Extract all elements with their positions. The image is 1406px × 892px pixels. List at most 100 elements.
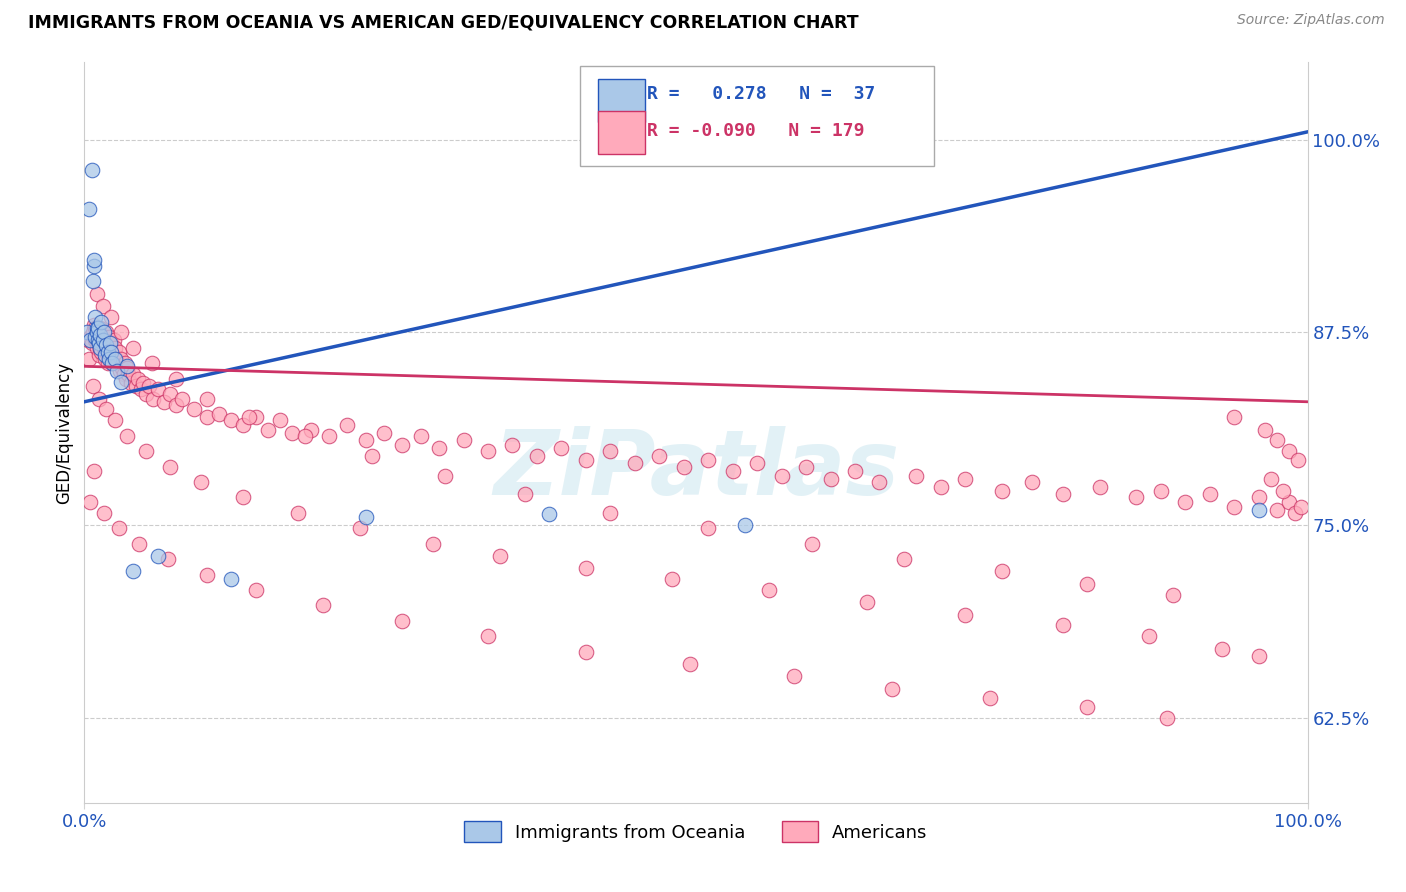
Point — [128, 537, 150, 551]
Point — [100, 336, 122, 351]
Point — [96, 326, 118, 340]
Point — [453, 434, 475, 448]
Point — [679, 657, 702, 671]
Point — [100, 310, 122, 324]
Point — [110, 351, 132, 366]
Point — [101, 356, 124, 370]
Point — [98, 351, 121, 366]
Point — [422, 537, 444, 551]
Point — [86, 286, 108, 301]
Point — [104, 413, 127, 427]
Point — [1247, 491, 1270, 505]
Point — [1291, 500, 1313, 514]
Point — [83, 464, 105, 478]
Point — [110, 326, 132, 340]
Point — [318, 428, 340, 442]
Point — [1076, 700, 1098, 714]
Point — [127, 371, 149, 385]
Point — [125, 379, 148, 393]
Point — [90, 333, 112, 347]
Point — [820, 472, 842, 486]
Point — [1125, 491, 1147, 505]
Point — [132, 376, 155, 391]
Point — [83, 252, 105, 267]
Point — [208, 407, 231, 421]
Text: IMMIGRANTS FROM OCEANIA VS AMERICAN GED/EQUIVALENCY CORRELATION CHART: IMMIGRANTS FROM OCEANIA VS AMERICAN GED/… — [28, 13, 859, 31]
Point — [1278, 495, 1301, 509]
Point — [82, 326, 104, 340]
Point — [114, 356, 136, 370]
Point — [349, 521, 371, 535]
Point — [801, 537, 824, 551]
Point — [90, 314, 112, 328]
Point — [1286, 453, 1309, 467]
Point — [624, 457, 647, 471]
Point — [1021, 475, 1043, 489]
FancyBboxPatch shape — [598, 78, 644, 121]
Point — [138, 379, 160, 393]
Point — [94, 333, 117, 347]
Point — [373, 425, 395, 440]
Point — [97, 330, 120, 344]
Point — [232, 491, 254, 505]
Point — [526, 449, 548, 463]
Point — [183, 402, 205, 417]
Point — [94, 349, 117, 363]
Point — [104, 351, 127, 366]
Point — [1161, 588, 1184, 602]
Point — [82, 275, 104, 289]
Point — [1174, 495, 1197, 509]
Point — [1265, 502, 1288, 516]
Point — [159, 387, 181, 401]
Point — [122, 341, 145, 355]
Point — [93, 506, 115, 520]
Point — [91, 326, 114, 340]
Point — [758, 582, 780, 597]
Point — [153, 394, 176, 409]
Point — [104, 341, 127, 355]
Point — [105, 364, 128, 378]
Point — [238, 410, 260, 425]
Point — [89, 320, 111, 334]
Point — [299, 423, 322, 437]
Point — [245, 410, 267, 425]
Point — [232, 417, 254, 432]
Point — [165, 371, 187, 385]
Point — [86, 330, 108, 344]
Point — [89, 328, 111, 343]
Point — [219, 413, 242, 427]
Point — [869, 475, 891, 489]
Point — [734, 518, 756, 533]
Point — [1076, 576, 1098, 591]
Point — [538, 508, 561, 522]
Point — [550, 441, 572, 455]
Point — [1272, 484, 1295, 499]
Point — [312, 599, 335, 613]
Point — [97, 345, 120, 359]
Point — [77, 202, 100, 216]
Point — [1254, 423, 1277, 437]
Point — [87, 336, 110, 351]
Point — [575, 453, 598, 467]
Point — [79, 495, 101, 509]
Point — [1247, 502, 1270, 516]
Point — [80, 163, 103, 178]
Point — [97, 345, 120, 359]
Point — [97, 351, 120, 366]
Point — [172, 392, 194, 406]
Point — [391, 614, 413, 628]
Point — [79, 333, 101, 347]
Point — [135, 444, 157, 458]
Point — [115, 359, 138, 374]
Point — [648, 449, 671, 463]
FancyBboxPatch shape — [598, 111, 644, 153]
Point — [91, 336, 114, 351]
Point — [91, 333, 114, 347]
Point — [1156, 711, 1178, 725]
Point — [953, 472, 976, 486]
Point — [87, 333, 110, 347]
Point — [599, 506, 621, 520]
Point — [1223, 500, 1246, 514]
Point — [86, 320, 108, 334]
Point — [929, 480, 952, 494]
